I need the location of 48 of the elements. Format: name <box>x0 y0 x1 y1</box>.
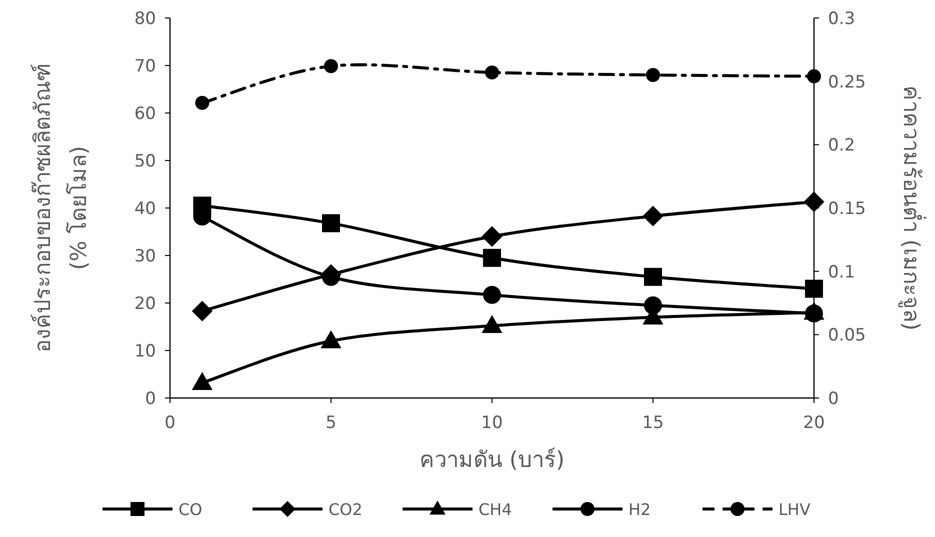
y2-tick-label: 0.3 <box>828 9 856 29</box>
point <box>642 206 664 226</box>
point <box>322 214 340 232</box>
y2-axis-title: ค่าความร้อนต่ำ (เมกะจูล) <box>898 85 927 331</box>
y-tick-label: 0 <box>145 389 156 409</box>
point <box>195 96 210 110</box>
x-tick-label: 5 <box>326 413 336 433</box>
point <box>192 372 213 390</box>
y-tick-label: 20 <box>134 294 156 314</box>
point <box>807 69 821 84</box>
legend-label: H2 <box>628 500 651 519</box>
legend-label: CO <box>178 500 202 519</box>
x-tick-label: 15 <box>642 413 664 433</box>
y-tick-label: 60 <box>134 104 156 124</box>
point <box>644 296 662 314</box>
point <box>804 191 824 212</box>
point <box>646 68 660 82</box>
y-tick-label: 10 <box>134 342 156 362</box>
point <box>483 248 501 267</box>
y-tick-label: 50 <box>134 152 156 172</box>
x-tick-label: 20 <box>803 413 825 433</box>
y-tick-label: 30 <box>134 246 156 266</box>
y-tick-label: 80 <box>134 9 156 29</box>
point <box>644 268 662 286</box>
y2-tick-label: 0.25 <box>828 72 866 92</box>
point <box>482 315 502 333</box>
y-tick-label: 40 <box>134 199 156 219</box>
y-axis-title: องค์ประกอบของก๊าซผลิตภัณฑ์ (% โดยโมล) <box>31 64 92 352</box>
point <box>482 226 502 247</box>
point <box>483 286 501 304</box>
point <box>485 65 499 80</box>
y2-tick-label: 0 <box>828 389 839 409</box>
y2-tick-label: 0.05 <box>828 326 866 346</box>
x-axis-title: ความดัน (บาร์) <box>419 448 565 473</box>
y2-tick-label: 0.1 <box>828 262 856 282</box>
y2-tick-label: 0.15 <box>828 199 866 219</box>
y2-tick-label: 0.2 <box>828 136 856 156</box>
legend-label: CH4 <box>478 500 512 519</box>
point <box>324 59 338 74</box>
point <box>322 268 340 286</box>
point <box>192 300 213 322</box>
legend-label: LHV <box>778 500 810 519</box>
y-tick-label: 70 <box>134 56 156 76</box>
x-tick-label: 0 <box>164 413 176 433</box>
legend-label: CO2 <box>328 500 362 519</box>
x-tick-label: 10 <box>481 413 503 433</box>
point <box>805 280 823 298</box>
point <box>320 330 342 348</box>
